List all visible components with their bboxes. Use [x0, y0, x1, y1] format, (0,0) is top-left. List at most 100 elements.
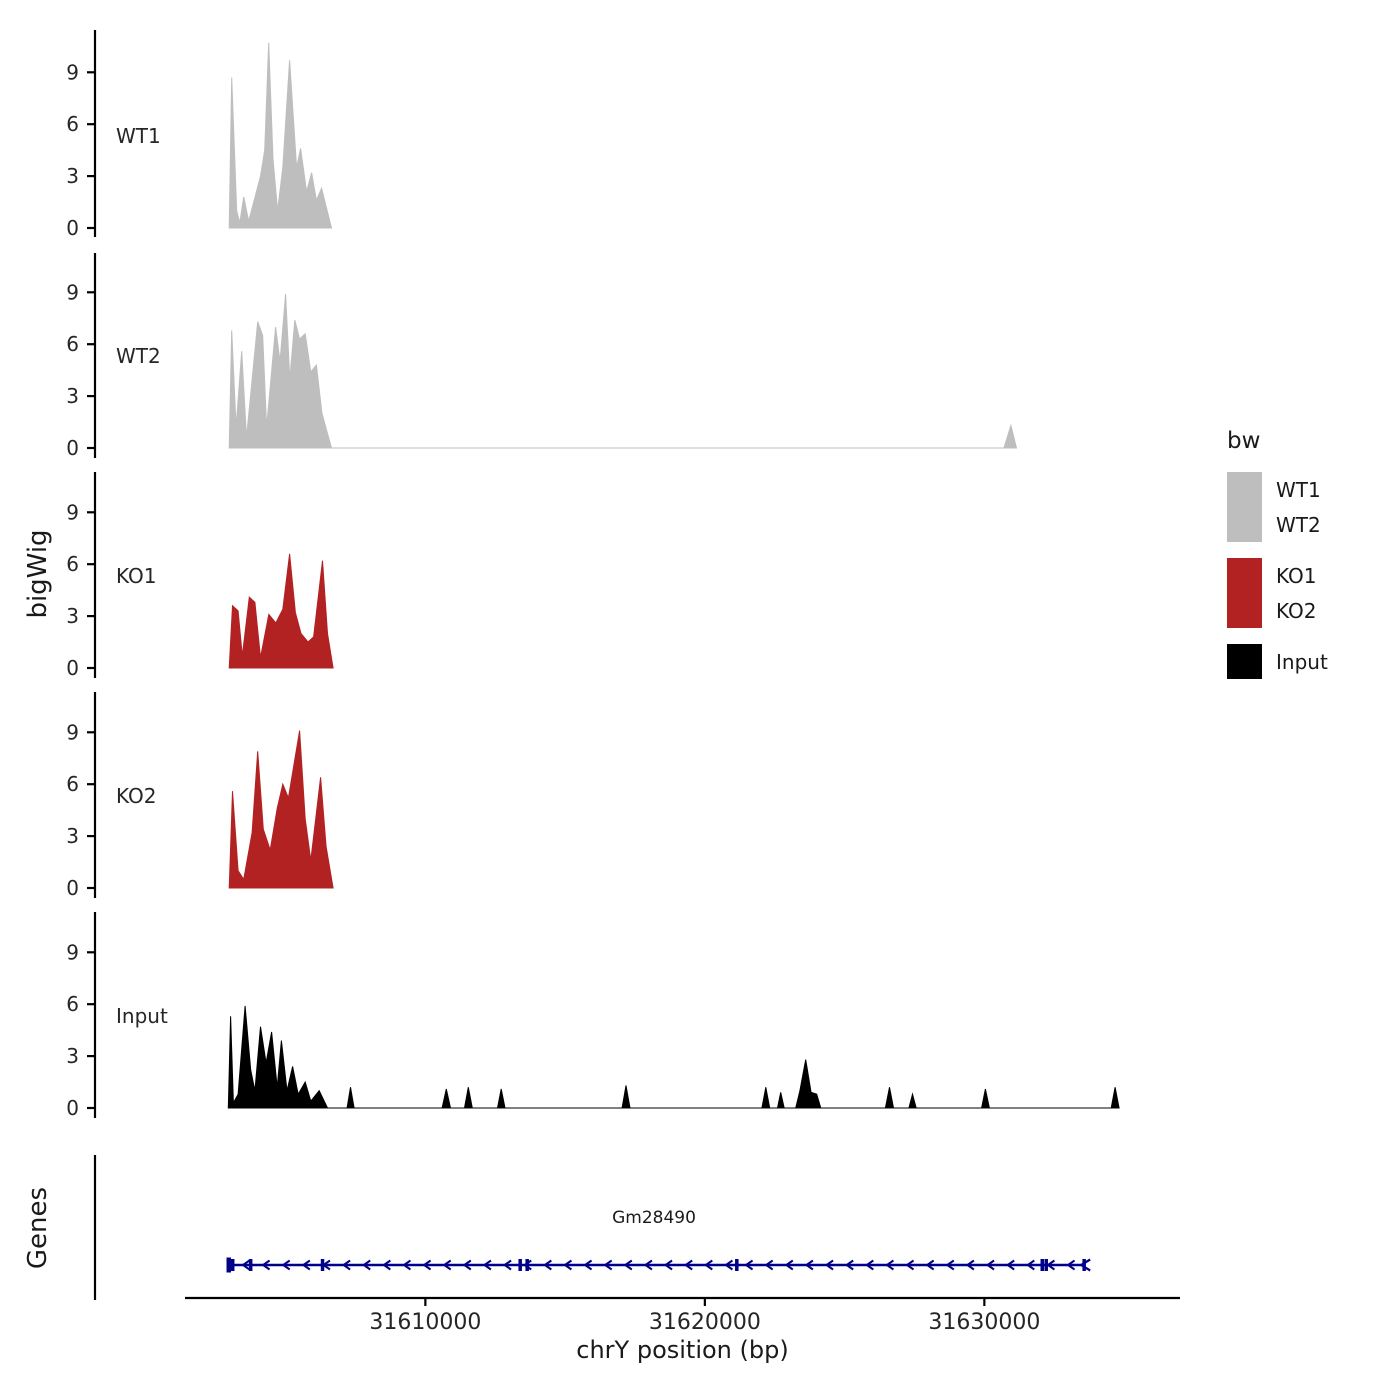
gene-strand-arrow-icon	[623, 1259, 633, 1271]
legend-entries: WT1 WT2 KO1 KO2 Input	[1227, 472, 1328, 679]
gene-strand-arrow-icon	[422, 1259, 432, 1271]
y-tick-label: 6	[66, 112, 79, 136]
legend-entry-ko2: KO2	[1227, 593, 1328, 628]
gene-strand-arrow-icon	[522, 1259, 532, 1271]
y-tick-label: 3	[66, 1044, 79, 1068]
legend-title: bw	[1227, 428, 1261, 454]
gene-strand-arrow-icon	[1066, 1259, 1076, 1271]
gene-strand-arrow-icon	[482, 1259, 492, 1271]
track-label-wt2: WT2	[116, 344, 161, 368]
gene-strand-arrow-icon	[462, 1259, 472, 1271]
gene-strand-arrow-icon	[1005, 1259, 1015, 1271]
y-tick-label: 3	[66, 164, 79, 188]
x-tick-label: 31620000	[649, 1310, 761, 1335]
legend-entry-ko1: KO1	[1227, 558, 1328, 593]
y-tick-label: 9	[66, 500, 79, 524]
y-tick-label: 6	[66, 992, 79, 1016]
y-tick-label: 9	[66, 940, 79, 964]
y-tick-label: 0	[66, 436, 79, 460]
legend-swatch	[1227, 507, 1262, 542]
legend-swatch	[1227, 593, 1262, 628]
gene-strand-arrow-icon	[683, 1259, 693, 1271]
gene-strand-arrow-icon	[824, 1259, 834, 1271]
gene-strand-arrow-icon	[321, 1259, 331, 1271]
gene-strand-arrow-icon	[563, 1259, 573, 1271]
gene-strand-arrow-icon	[724, 1259, 734, 1271]
x-tick-label: 31610000	[369, 1310, 481, 1335]
gene-strand-arrow-icon	[744, 1259, 754, 1271]
gene-strand-arrow-icon	[402, 1259, 412, 1271]
legend-swatch	[1227, 558, 1262, 593]
gene-strand-arrow-icon	[382, 1259, 391, 1271]
track-label-input: Input	[116, 1004, 168, 1028]
coverage-area-ko1	[228, 553, 334, 669]
gene-strand-arrow-icon	[241, 1259, 251, 1271]
track-label-ko1: KO1	[116, 564, 157, 588]
gene-strand-arrow-icon	[804, 1259, 814, 1271]
gene-strand-arrow-icon	[281, 1259, 291, 1271]
y-axis-title-genes: Genes	[23, 1186, 53, 1270]
y-tick-label: 9	[66, 280, 79, 304]
gene-strand-arrow-icon	[603, 1259, 613, 1271]
x-axis-title: chrY position (bp)	[576, 1336, 789, 1364]
coverage-area-wt1	[228, 42, 333, 229]
x-tick-label: 31630000	[928, 1310, 1040, 1335]
gene-strand-arrow-icon	[543, 1259, 552, 1271]
legend-swatch	[1227, 644, 1262, 679]
coverage-area-wt2	[228, 293, 1018, 449]
y-tick-label: 3	[66, 604, 79, 628]
gene-strand-arrow-icon	[865, 1259, 874, 1271]
legend-entry-wt2: WT2	[1227, 507, 1328, 542]
gene-strand-arrow-icon	[361, 1259, 371, 1271]
gene-strand-arrow-icon	[704, 1259, 713, 1271]
gene-start-exon	[226, 1257, 232, 1273]
legend-label: KO2	[1276, 598, 1317, 623]
gene-strand-arrow-icon	[502, 1259, 512, 1271]
legend-swatch	[1227, 472, 1262, 507]
gene-strand-arrow-icon	[583, 1259, 593, 1271]
legend-label: Input	[1276, 649, 1328, 674]
gene-strand-arrow-icon	[985, 1259, 995, 1271]
y-axis-title-bigwig: bigWig	[23, 529, 53, 619]
gene-strand-arrow-icon	[885, 1259, 895, 1271]
legend-label: KO1	[1276, 563, 1317, 588]
y-tick-label: 9	[66, 60, 79, 84]
y-tick-label: 9	[66, 720, 79, 744]
gene-strand-arrow-icon	[965, 1259, 975, 1271]
y-tick-label: 0	[66, 1096, 79, 1120]
coverage-area-input	[227, 1005, 1120, 1109]
y-tick-label: 6	[66, 772, 79, 796]
y-tick-label: 6	[66, 332, 79, 356]
legend-entry-wt1: WT1	[1227, 472, 1328, 507]
legend-label: WT1	[1276, 477, 1321, 502]
gene-end-arrow-icon	[1079, 1258, 1091, 1272]
gene-strand-arrow-icon	[844, 1259, 854, 1271]
gene-strand-arrow-icon	[261, 1259, 271, 1271]
legend: bw WT1 WT2 KO1 KO2 Input	[1227, 428, 1328, 679]
gene-strand-arrow-icon	[442, 1259, 452, 1271]
gene-strand-arrow-icon	[663, 1259, 673, 1271]
legend-entry-input: Input	[1227, 644, 1328, 679]
y-tick-label: 3	[66, 384, 79, 408]
y-tick-label: 3	[66, 824, 79, 848]
gene-strand-arrow-icon	[945, 1259, 955, 1271]
coverage-area-ko2	[228, 730, 334, 889]
gene-strand-arrow-icon	[643, 1259, 653, 1271]
gene-strand-arrow-icon	[341, 1259, 351, 1271]
gene-strand-arrow-icon	[784, 1259, 794, 1271]
gene-strand-arrow-icon	[925, 1259, 935, 1271]
gene-strand-arrow-icon	[905, 1259, 915, 1271]
gene-label: Gm28490	[612, 1208, 696, 1228]
gene-strand-arrow-icon	[1046, 1259, 1055, 1271]
track-label-wt1: WT1	[116, 124, 161, 148]
gene-strand-arrow-icon	[301, 1259, 311, 1271]
y-tick-label: 0	[66, 656, 79, 680]
track-label-ko2: KO2	[116, 784, 157, 808]
y-tick-label: 6	[66, 552, 79, 576]
gene-strand-arrow-icon	[1026, 1259, 1035, 1271]
gene-strand-arrow-icon	[764, 1259, 774, 1271]
y-tick-label: 0	[66, 876, 79, 900]
